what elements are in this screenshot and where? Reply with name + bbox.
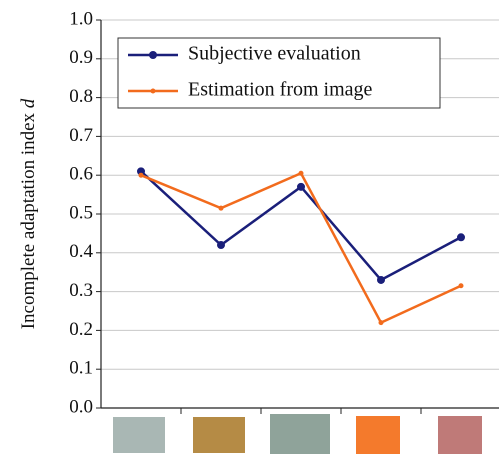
y-tick-label: 0.5 (69, 202, 93, 223)
y-axis-label: Incomplete adaptation index d (18, 98, 39, 329)
y-axis-label-symbol: d (18, 98, 39, 108)
y-tick-label: 0.3 (69, 280, 93, 301)
series-marker (297, 183, 305, 191)
series-marker (459, 283, 464, 288)
series-marker (379, 320, 384, 325)
series-line (141, 173, 461, 322)
y-tick-label: 1.0 (69, 8, 93, 29)
y-tick-label: 0.9 (69, 47, 93, 68)
y-tick-label: 0.8 (69, 86, 93, 107)
legend-label: Estimation from image (188, 79, 373, 101)
series-marker (457, 233, 465, 241)
thumbnail (438, 416, 482, 454)
series-marker (299, 171, 304, 176)
legend-label: Subjective evaluation (188, 43, 361, 65)
y-axis-label-text: Incomplete adaptation index (18, 112, 39, 329)
y-tick-label: 0.1 (69, 358, 93, 379)
thumbnails (113, 414, 482, 454)
chart: Incomplete adaptation index d 0.0 0.1 0.2 0… (0, 0, 499, 454)
y-tick-label: 0.4 (69, 241, 93, 262)
thumbnail (270, 414, 330, 454)
legend-marker (151, 89, 156, 94)
thumbnail (193, 417, 245, 453)
y-tick-label: 0.0 (69, 396, 93, 417)
y-tick-label: 0.6 (69, 164, 93, 185)
series-marker (377, 276, 385, 284)
y-tick-label: 0.2 (69, 319, 93, 340)
legend-marker (149, 51, 157, 59)
series-marker (219, 206, 224, 211)
thumbnail (356, 416, 400, 454)
series-marker (217, 241, 225, 249)
series-marker (139, 173, 144, 178)
thumbnail (113, 417, 165, 453)
y-tick-label: 0.7 (69, 125, 93, 146)
